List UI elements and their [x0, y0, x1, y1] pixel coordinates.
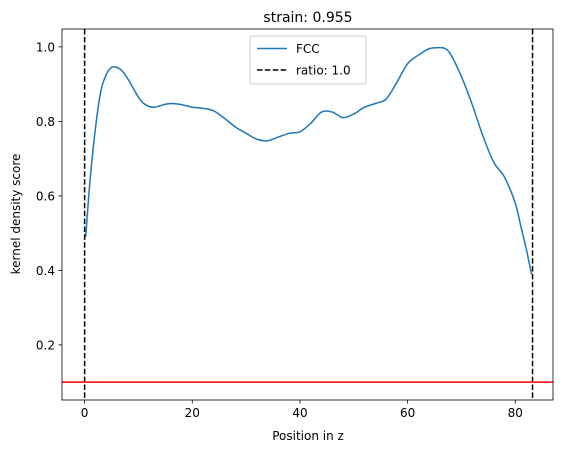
x-axis: 0 20 40 60 80 — [81, 400, 523, 420]
y-axis-label: kernel density score — [9, 154, 23, 275]
chart-title: strain: 0.955 — [263, 10, 352, 26]
legend: FCC ratio: 1.0 — [249, 35, 367, 85]
plot-area — [62, 29, 553, 400]
series-layer — [84, 46, 533, 275]
plot-frame — [61, 28, 554, 401]
x-tick-label-1: 20 — [185, 406, 200, 420]
legend-label-ratio: ratio: 1.0 — [296, 64, 351, 78]
x-tick-label-2: 40 — [292, 406, 307, 420]
x-axis-label: Position in z — [272, 429, 344, 443]
y-axis: 0.2 0.4 0.6 0.8 1.0 — [36, 40, 62, 352]
legend-label-fcc: FCC — [296, 42, 320, 56]
x-tick-label-3: 60 — [400, 406, 415, 420]
y-tick-label-0: 0.2 — [36, 338, 55, 352]
y-tick-label-4: 1.0 — [36, 40, 55, 54]
y-tick-label-3: 0.8 — [36, 115, 55, 129]
x-tick-label-0: 0 — [81, 406, 89, 420]
y-tick-label-2: 0.6 — [36, 189, 55, 203]
series-line-fcc — [84, 46, 533, 275]
reference-lines — [62, 29, 553, 400]
y-tick-label-1: 0.4 — [36, 264, 55, 278]
x-tick-label-4: 80 — [508, 406, 523, 420]
